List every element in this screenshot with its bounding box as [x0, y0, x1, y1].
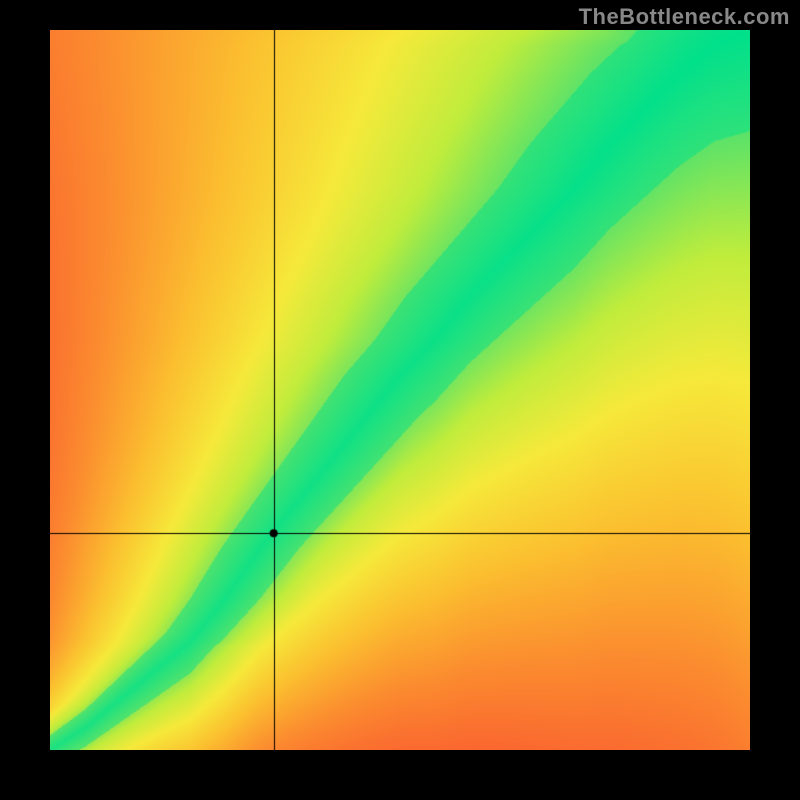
watermark-label: TheBottleneck.com [579, 4, 790, 30]
bottleneck-heatmap [50, 30, 750, 750]
